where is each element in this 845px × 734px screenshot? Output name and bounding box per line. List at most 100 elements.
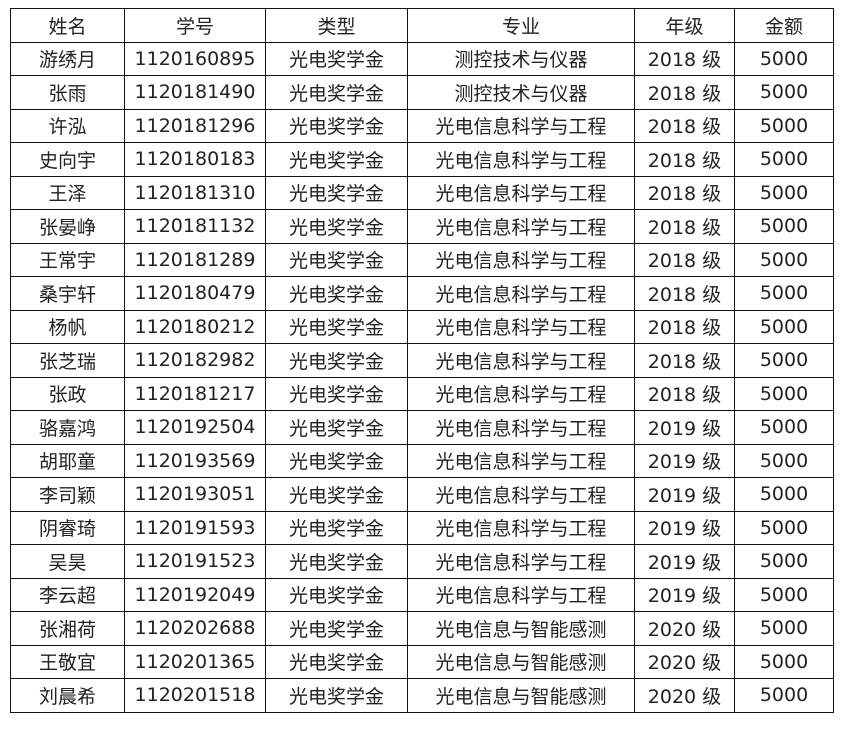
table-row: 胡耶童 1120193569 光电奖学金 光电信息科学与工程 2019 级 5000 [10,443,834,478]
table-row: 骆嘉鸿 1120192504 光电奖学金 光电信息科学与工程 2019 级 5000 [10,410,834,445]
cell-name: 游绣月 [10,41,125,76]
cell-major: 光电信息科学与工程 [407,577,635,612]
cell-type: 光电奖学金 [265,544,408,579]
cell-type: 光电奖学金 [265,242,408,277]
cell-name: 刘晨希 [10,678,125,713]
cell-type: 光电奖学金 [265,309,408,344]
cell-major: 测控技术与仪器 [407,75,635,110]
table-row: 许泓 1120181296 光电奖学金 光电信息科学与工程 2018 级 5000 [10,108,834,143]
cell-name: 张晏峥 [10,209,125,244]
cell-student-id: 1120201518 [124,678,266,713]
cell-type: 光电奖学金 [265,41,408,76]
cell-grade: 2018 级 [634,175,735,210]
cell-student-id: 1120192049 [124,577,266,612]
cell-type: 光电奖学金 [265,410,408,445]
cell-grade: 2018 级 [634,309,735,344]
cell-student-id: 1120192504 [124,410,266,445]
table-row: 张雨 1120181490 光电奖学金 测控技术与仪器 2018 级 5000 [10,75,834,110]
cell-amount: 5000 [734,477,834,512]
table-row: 阴睿琦 1120191593 光电奖学金 光电信息科学与工程 2019 级 5000 [10,510,834,545]
cell-amount: 5000 [734,175,834,210]
cell-type: 光电奖学金 [265,644,408,679]
cell-amount: 5000 [734,376,834,411]
cell-major: 光电信息科学与工程 [407,309,635,344]
cell-amount: 5000 [734,242,834,277]
cell-student-id: 1120180479 [124,276,266,311]
cell-student-id: 1120193051 [124,477,266,512]
cell-amount: 5000 [734,276,834,311]
cell-name: 阴睿琦 [10,510,125,545]
cell-major: 光电信息科学与工程 [407,443,635,478]
table-row: 刘晨希 1120201518 光电奖学金 光电信息与智能感测 2020 级 5000 [10,678,834,713]
cell-major: 光电信息科学与工程 [407,343,635,378]
cell-amount: 5000 [734,108,834,143]
cell-student-id: 1120202688 [124,611,266,646]
cell-amount: 5000 [734,410,834,445]
table-row: 张晏峥 1120181132 光电奖学金 光电信息科学与工程 2018 级 5000 [10,209,834,244]
cell-major: 光电信息科学与工程 [407,376,635,411]
cell-amount: 5000 [734,443,834,478]
cell-type: 光电奖学金 [265,577,408,612]
cell-major: 光电信息科学与工程 [407,544,635,579]
cell-type: 光电奖学金 [265,376,408,411]
cell-major: 光电信息与智能感测 [407,678,635,713]
cell-amount: 5000 [734,544,834,579]
cell-student-id: 1120181217 [124,376,266,411]
cell-name: 史向宇 [10,142,125,177]
cell-amount: 5000 [734,209,834,244]
cell-major: 测控技术与仪器 [407,41,635,76]
cell-type: 光电奖学金 [265,443,408,478]
cell-grade: 2019 级 [634,544,735,579]
cell-student-id: 1120193569 [124,443,266,478]
cell-student-id: 1120181310 [124,175,266,210]
cell-major: 光电信息与智能感测 [407,644,635,679]
cell-student-id: 1120181296 [124,108,266,143]
cell-major: 光电信息科学与工程 [407,108,635,143]
cell-grade: 2019 级 [634,443,735,478]
table-row: 王常宇 1120181289 光电奖学金 光电信息科学与工程 2018 级 5000 [10,242,834,277]
column-header-type: 类型 [265,8,408,43]
scholarship-table: 姓名 学号 类型 专业 年级 金额 游绣月 1120160895 光电奖学金 测控技术与仪器 20… [10,8,834,713]
cell-student-id: 1120160895 [124,41,266,76]
cell-grade: 2020 级 [634,678,735,713]
cell-major: 光电信息科学与工程 [407,276,635,311]
cell-major: 光电信息科学与工程 [407,410,635,445]
cell-student-id: 1120191593 [124,510,266,545]
cell-name: 杨帆 [10,309,125,344]
table-row: 吴昊 1120191523 光电奖学金 光电信息科学与工程 2019 级 5000 [10,544,834,579]
table-row: 杨帆 1120180212 光电奖学金 光电信息科学与工程 2018 级 5000 [10,309,834,344]
cell-grade: 2018 级 [634,242,735,277]
cell-grade: 2018 级 [634,343,735,378]
cell-student-id: 1120182982 [124,343,266,378]
cell-major: 光电信息与智能感测 [407,611,635,646]
table-row: 桑宇轩 1120180479 光电奖学金 光电信息科学与工程 2018 级 5000 [10,276,834,311]
cell-name: 张政 [10,376,125,411]
cell-grade: 2018 级 [634,75,735,110]
cell-grade: 2020 级 [634,644,735,679]
cell-name: 王敬宜 [10,644,125,679]
cell-amount: 5000 [734,577,834,612]
cell-type: 光电奖学金 [265,611,408,646]
cell-type: 光电奖学金 [265,175,408,210]
cell-name: 许泓 [10,108,125,143]
table-row: 王敬宜 1120201365 光电奖学金 光电信息与智能感测 2020 级 5000 [10,644,834,679]
cell-student-id: 1120181132 [124,209,266,244]
cell-amount: 5000 [734,510,834,545]
cell-grade: 2019 级 [634,510,735,545]
cell-major: 光电信息科学与工程 [407,242,635,277]
cell-amount: 5000 [734,75,834,110]
cell-name: 张湘荷 [10,611,125,646]
cell-type: 光电奖学金 [265,209,408,244]
cell-grade: 2020 级 [634,611,735,646]
cell-name: 王常宇 [10,242,125,277]
table-row: 史向宇 1120180183 光电奖学金 光电信息科学与工程 2018 级 5000 [10,142,834,177]
cell-name: 骆嘉鸿 [10,410,125,445]
table-row: 王泽 1120181310 光电奖学金 光电信息科学与工程 2018 级 5000 [10,175,834,210]
cell-major: 光电信息科学与工程 [407,510,635,545]
cell-type: 光电奖学金 [265,142,408,177]
cell-name: 胡耶童 [10,443,125,478]
cell-major: 光电信息科学与工程 [407,209,635,244]
table-row: 李司颖 1120193051 光电奖学金 光电信息科学与工程 2019 级 5000 [10,477,834,512]
table-row: 张政 1120181217 光电奖学金 光电信息科学与工程 2018 级 5000 [10,376,834,411]
cell-name: 王泽 [10,175,125,210]
